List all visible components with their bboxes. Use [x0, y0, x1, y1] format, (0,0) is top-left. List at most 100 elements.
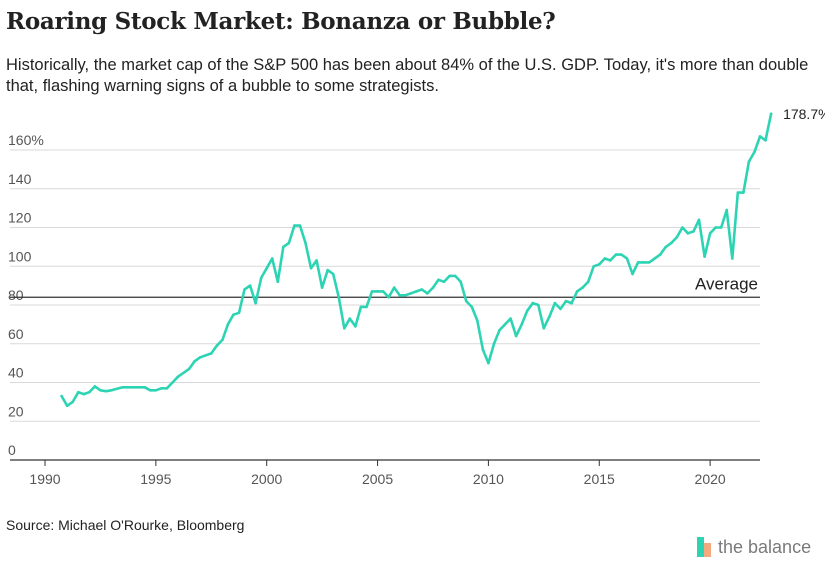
x-tick-label: 1990	[29, 471, 60, 487]
chart-title: Roaring Stock Market: Bonanza or Bubble?	[6, 8, 556, 35]
data-point	[764, 139, 767, 142]
data-point	[481, 348, 485, 351]
data-point	[143, 386, 147, 389]
data-point	[376, 290, 379, 293]
y-tick-label: 140	[8, 171, 32, 187]
data-point	[503, 323, 507, 326]
data-point	[287, 241, 291, 245]
data-point	[104, 389, 108, 393]
source-note: Source: Michael O'Rourke, Bloomberg	[6, 517, 245, 533]
data-point	[686, 232, 690, 235]
data-point	[132, 386, 135, 389]
data-point	[664, 245, 668, 249]
data-point	[603, 257, 607, 260]
data-point	[681, 226, 684, 229]
data-point	[553, 301, 557, 305]
data-point	[149, 388, 152, 392]
data-point	[647, 261, 651, 264]
data-point	[581, 286, 584, 289]
data-point	[437, 278, 440, 282]
data-point	[742, 191, 745, 194]
data-point	[525, 309, 529, 313]
data-point	[392, 286, 396, 289]
data-point	[730, 257, 734, 260]
end-value-label: 178.7%	[783, 106, 825, 122]
data-point	[387, 295, 390, 299]
data-point	[71, 400, 75, 404]
data-point	[276, 280, 280, 284]
data-point	[154, 388, 158, 392]
x-tick-label: 2000	[251, 471, 282, 487]
data-point	[631, 272, 634, 276]
data-point	[248, 284, 252, 287]
data-point	[370, 290, 374, 293]
data-point	[747, 160, 751, 163]
data-point	[725, 208, 729, 212]
data-point	[476, 319, 479, 322]
data-point	[209, 352, 213, 355]
data-point	[464, 299, 468, 303]
data-point	[542, 326, 546, 330]
data-point	[309, 266, 313, 270]
brand-logo: the balance	[697, 536, 811, 558]
data-point	[221, 338, 224, 342]
x-tick-label: 1995	[140, 471, 171, 487]
brand-name: the balance	[718, 536, 812, 557]
data-point	[592, 264, 596, 268]
data-point	[614, 253, 618, 256]
data-point	[165, 387, 169, 390]
data-point	[282, 245, 285, 249]
data-point	[548, 315, 551, 318]
data-point	[453, 274, 457, 278]
data-point	[636, 261, 640, 264]
data-point	[315, 259, 318, 262]
data-point	[470, 305, 474, 309]
data-point	[215, 344, 219, 347]
data-point	[293, 224, 296, 227]
data-point	[675, 235, 679, 239]
data-point	[575, 290, 579, 293]
data-point	[625, 257, 629, 260]
data-point	[420, 288, 424, 291]
data-point	[265, 266, 269, 270]
data-point	[193, 359, 196, 363]
data-point	[442, 280, 446, 284]
data-point	[121, 386, 124, 389]
data-point	[753, 150, 756, 154]
y-tick-label: 60	[8, 326, 24, 342]
data-point	[658, 253, 662, 256]
data-point	[198, 356, 202, 359]
data-point	[431, 286, 435, 289]
data-point	[320, 286, 324, 289]
data-point	[82, 392, 86, 396]
chart-subtitle: Historically, the market cap of the S&P …	[6, 56, 809, 95]
data-point	[365, 305, 368, 309]
data-point	[171, 381, 174, 384]
y-tick-label: 80	[8, 287, 24, 303]
data-point	[692, 230, 695, 233]
y-tick-label: 160%	[8, 132, 44, 148]
data-point	[88, 390, 91, 394]
data-point	[597, 263, 601, 266]
x-tick-label: 2005	[362, 471, 393, 487]
data-point	[448, 274, 451, 278]
data-point	[520, 323, 523, 326]
data-point	[160, 387, 163, 390]
data-point	[459, 280, 462, 284]
brand-logo-icon	[697, 537, 713, 557]
x-tick-label: 2010	[473, 471, 504, 487]
data-point	[326, 268, 329, 272]
data-point	[620, 253, 623, 256]
data-point	[381, 290, 385, 293]
data-point	[609, 259, 612, 262]
data-point	[348, 317, 352, 320]
data-point	[237, 311, 241, 315]
data-point	[99, 388, 102, 392]
x-tick-label: 2020	[695, 471, 726, 487]
data-point	[570, 301, 573, 305]
data-point	[586, 280, 590, 284]
average-label: Average	[695, 274, 758, 293]
data-point	[426, 292, 429, 295]
data-point	[714, 226, 717, 229]
